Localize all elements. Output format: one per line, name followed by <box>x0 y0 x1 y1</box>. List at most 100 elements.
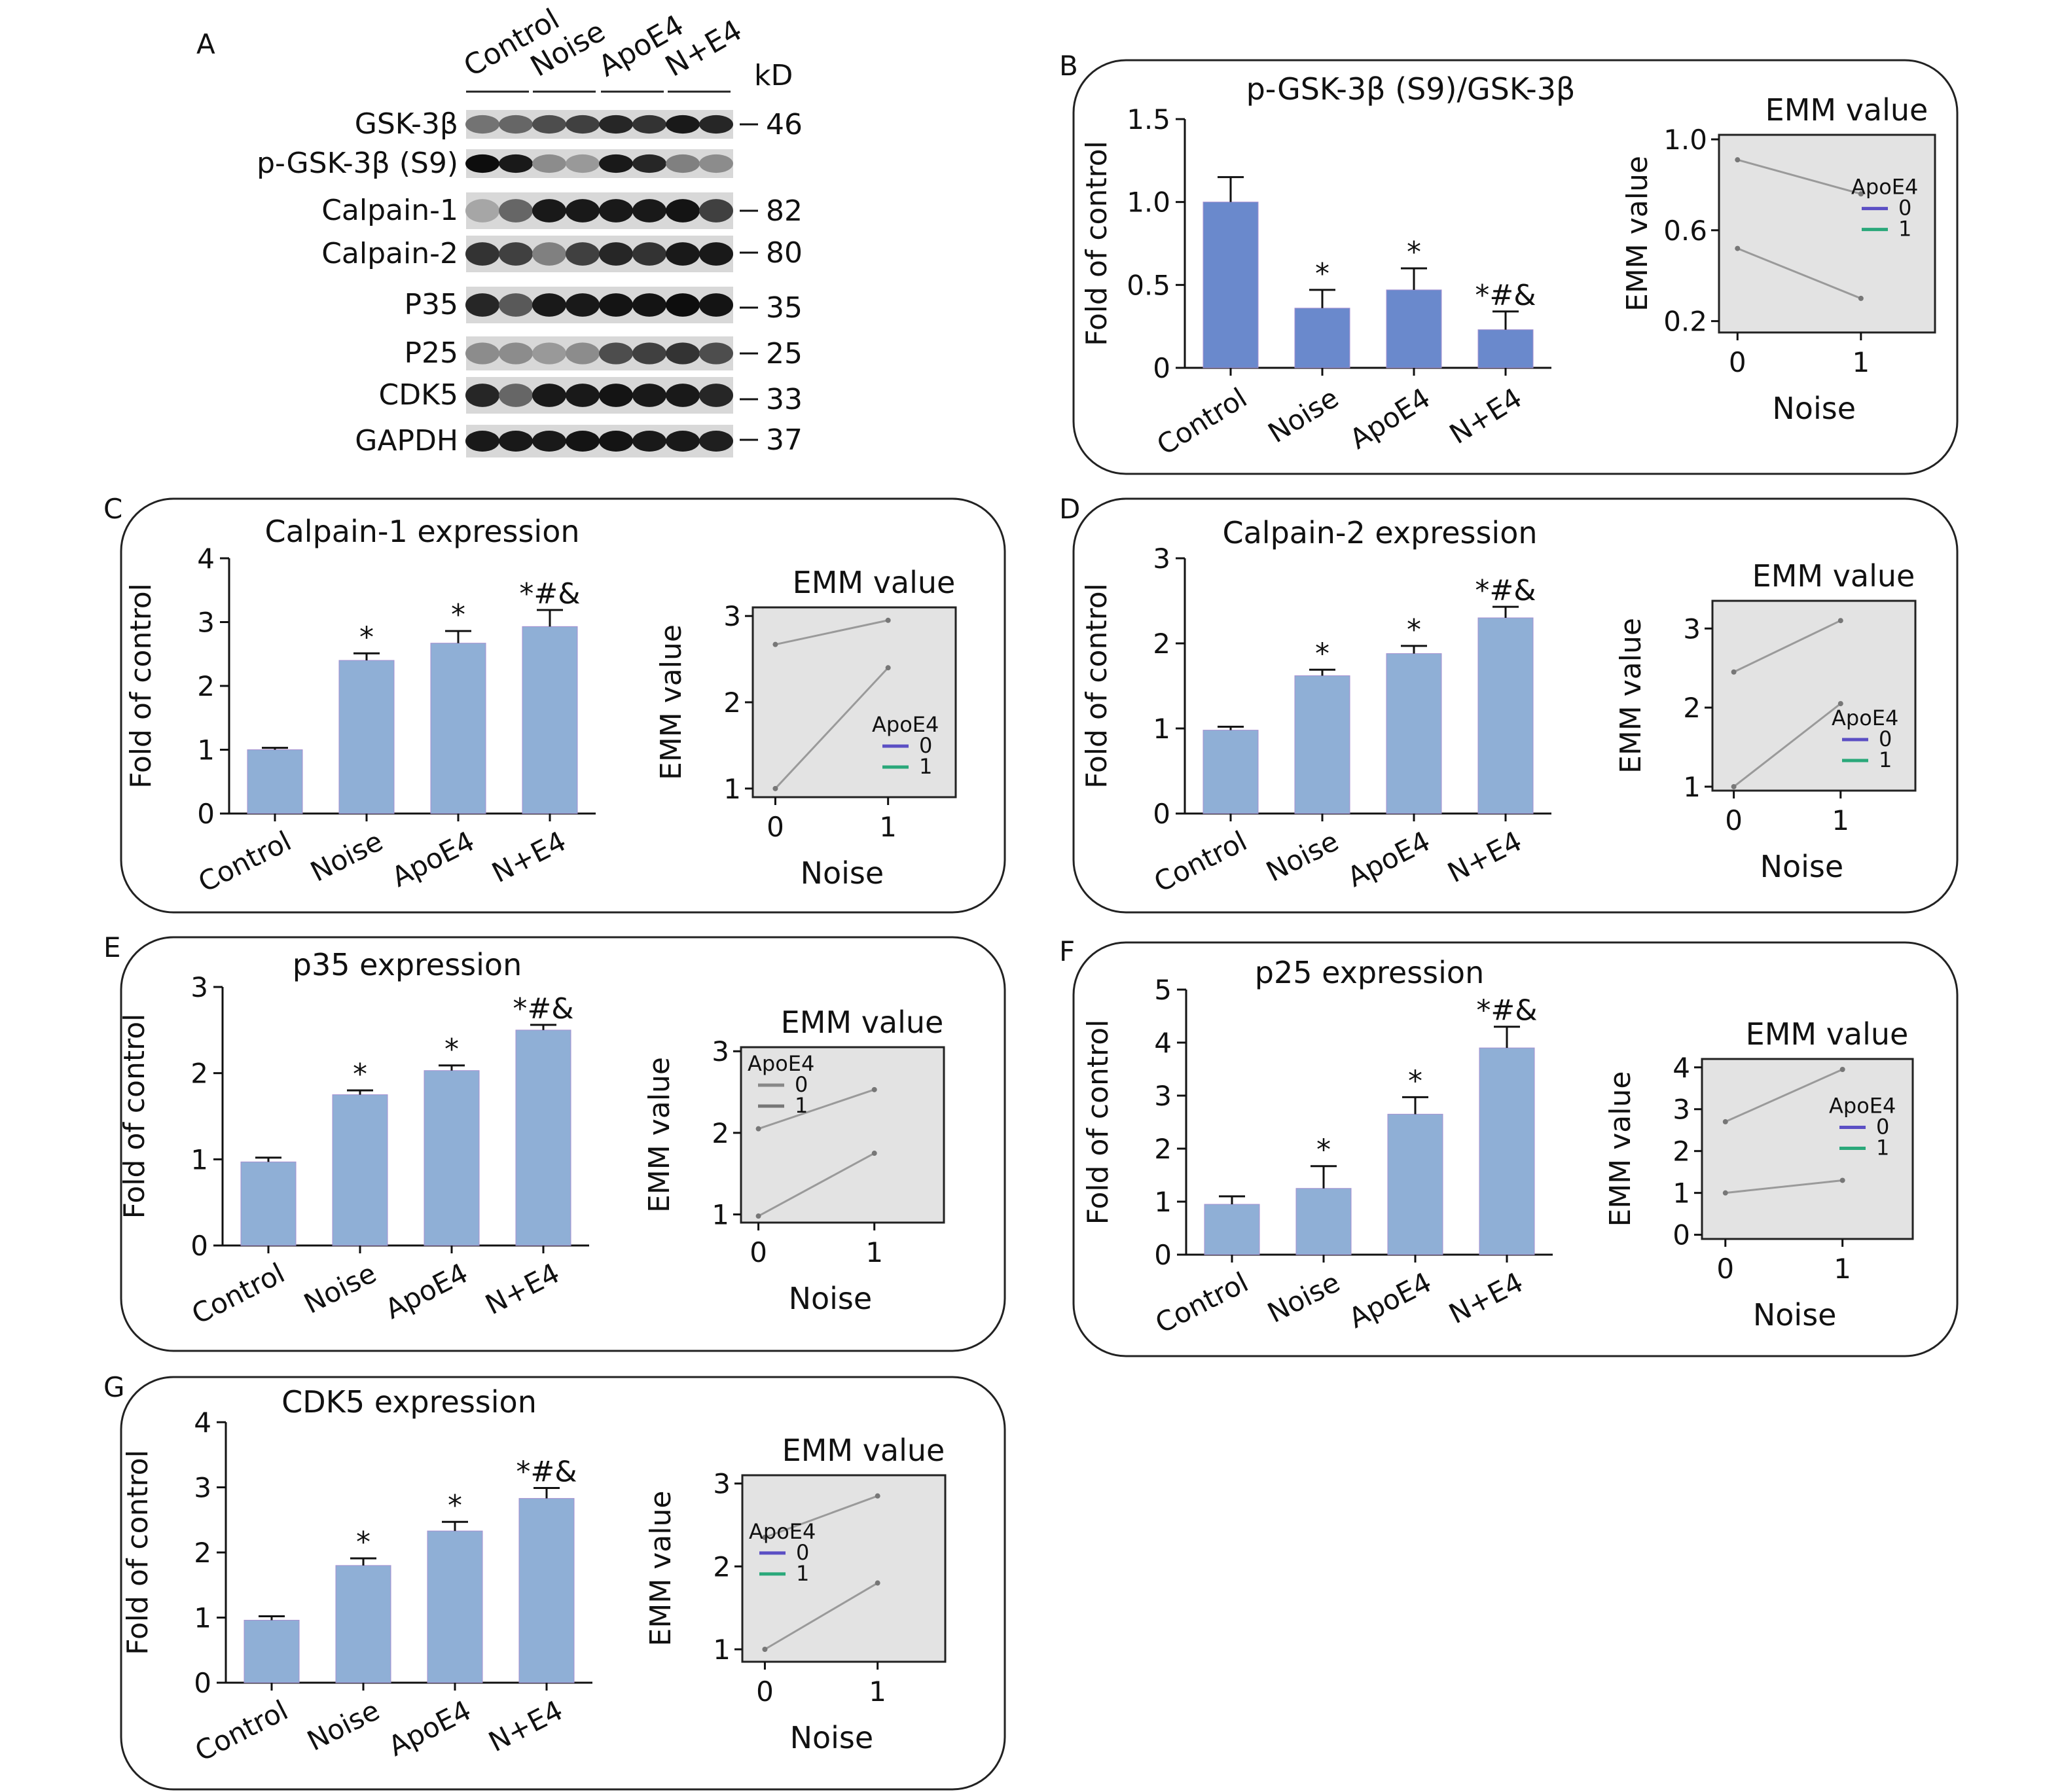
blot-row-label: Calpain-2 <box>321 237 458 270</box>
chart-title: p-GSK-3β (S9)/GSK-3β <box>1246 71 1576 107</box>
x-category-label: Control <box>190 1694 293 1768</box>
emm-series-line <box>1725 1179 1843 1194</box>
emm-y-tick-label: 0.6 <box>1663 215 1707 247</box>
y-tick-label: 3 <box>1154 1080 1172 1112</box>
emm-y-tick-label: 2 <box>1673 1136 1690 1168</box>
blot-band <box>599 293 633 317</box>
kd-label: 35 <box>766 291 803 325</box>
kd-label: 37 <box>766 423 803 457</box>
y-tick-label: 1 <box>1153 713 1170 745</box>
blot-band <box>499 384 533 407</box>
bar <box>1386 289 1442 368</box>
blot-band <box>465 242 499 266</box>
emm-plot-area <box>751 606 957 798</box>
blot-row-label: Calpain-1 <box>321 194 458 227</box>
blot-band <box>499 154 533 173</box>
y-tick-label: 1.5 <box>1127 103 1170 135</box>
blot-band <box>566 154 600 173</box>
blot-band <box>532 384 566 407</box>
blot-band <box>566 293 600 317</box>
y-tick-label: 2 <box>194 1537 211 1569</box>
panel-b: Bp-GSK-3β (S9)/GSK-3β 0 0.5 1.0 1.5 Fold of c… <box>1059 50 1959 475</box>
blot-band <box>666 431 700 452</box>
emm-x-tick-label: 0 <box>767 811 784 843</box>
x-category-label: Control <box>193 825 297 899</box>
x-category-label: Control <box>187 1257 290 1331</box>
emm-y-tick-label: 3 <box>1683 613 1701 645</box>
emm-legend-title: ApoE4 <box>748 1051 814 1076</box>
emm-y-tick-label: 1 <box>723 773 741 805</box>
emm-point <box>755 1213 761 1219</box>
x-category-label: Noise <box>1262 1266 1345 1329</box>
emm-x-tick-label: 1 <box>865 1236 883 1268</box>
emm-legend-title: ApoE4 <box>749 1519 816 1544</box>
emm-point <box>1837 701 1843 707</box>
y-tick-label: 1 <box>190 1143 208 1175</box>
blot-band <box>532 115 566 134</box>
panel-letter: D <box>1059 493 1080 525</box>
emm-y-tick-label: 3 <box>1673 1094 1690 1126</box>
chart-title: Calpain-2 expression <box>1222 515 1537 550</box>
significance-mark: * <box>444 1033 459 1066</box>
blot-row-label: GSK-3β <box>355 107 458 141</box>
emm-point <box>1735 245 1741 251</box>
significance-mark: * <box>359 620 374 654</box>
y-axis-label: Fold of control <box>124 583 158 789</box>
bar <box>1477 617 1534 814</box>
emm-legend-label: 0 <box>919 733 932 758</box>
emm-point <box>871 1086 877 1092</box>
emm-series-line <box>757 1152 875 1217</box>
blot-band <box>499 342 533 365</box>
emm-y-axis-label: EMM value <box>1604 1071 1637 1227</box>
y-tick-label: 2 <box>190 1058 208 1090</box>
blot-band <box>699 154 733 173</box>
bar <box>1477 329 1534 368</box>
blot-row-label: CDK5 <box>379 378 458 412</box>
blot-band <box>699 199 733 223</box>
blot-band <box>632 431 666 452</box>
bar <box>430 643 486 814</box>
blot-band <box>599 242 633 266</box>
emm-plot-area <box>1701 1058 1914 1240</box>
blot-band <box>566 431 600 452</box>
emm-series-line <box>1737 158 1862 195</box>
kd-label: 46 <box>766 108 803 141</box>
emm-point <box>1837 618 1843 624</box>
emm-legend-title: ApoE4 <box>872 712 939 737</box>
y-tick-label: 2 <box>1153 628 1170 660</box>
blot-band <box>599 199 633 223</box>
blot-band <box>632 154 666 173</box>
bar <box>518 1497 575 1683</box>
y-axis-label: Fold of control <box>1081 1020 1115 1225</box>
chart-panels: Bp-GSK-3β (S9)/GSK-3β 0 0.5 1.0 1.5 Fold of c… <box>103 50 1959 1791</box>
emm-series-line <box>1733 619 1841 673</box>
x-category-label: Noise <box>298 1257 381 1320</box>
blot-band <box>499 431 533 452</box>
emm-title: EMM value <box>1746 1016 1909 1052</box>
x-category-label: N+E4 <box>1444 382 1528 450</box>
blot-row-label: P25 <box>404 336 458 370</box>
bar <box>240 1161 297 1246</box>
x-category-label: N+E4 <box>486 825 571 889</box>
x-category-label: ApoE4 <box>380 1257 473 1325</box>
panel-frame <box>120 497 1006 914</box>
emm-point <box>1722 1119 1728 1124</box>
significance-mark: *#& <box>516 1455 577 1488</box>
emm-legend-label: 1 <box>795 1093 808 1118</box>
bar <box>1203 730 1259 814</box>
blot-band <box>699 115 733 134</box>
emm-legend-title: ApoE4 <box>1829 1094 1896 1119</box>
emm-point <box>871 1151 877 1156</box>
blot-band <box>632 293 666 317</box>
y-tick-label: 5 <box>1154 974 1172 1006</box>
panel-frame <box>1072 59 1959 475</box>
blot-band <box>599 384 633 407</box>
bar <box>1295 1188 1352 1255</box>
significance-mark: * <box>448 1489 462 1522</box>
blot-band <box>532 293 566 317</box>
chart-title: p35 expression <box>293 947 522 982</box>
blot-band <box>566 384 600 407</box>
